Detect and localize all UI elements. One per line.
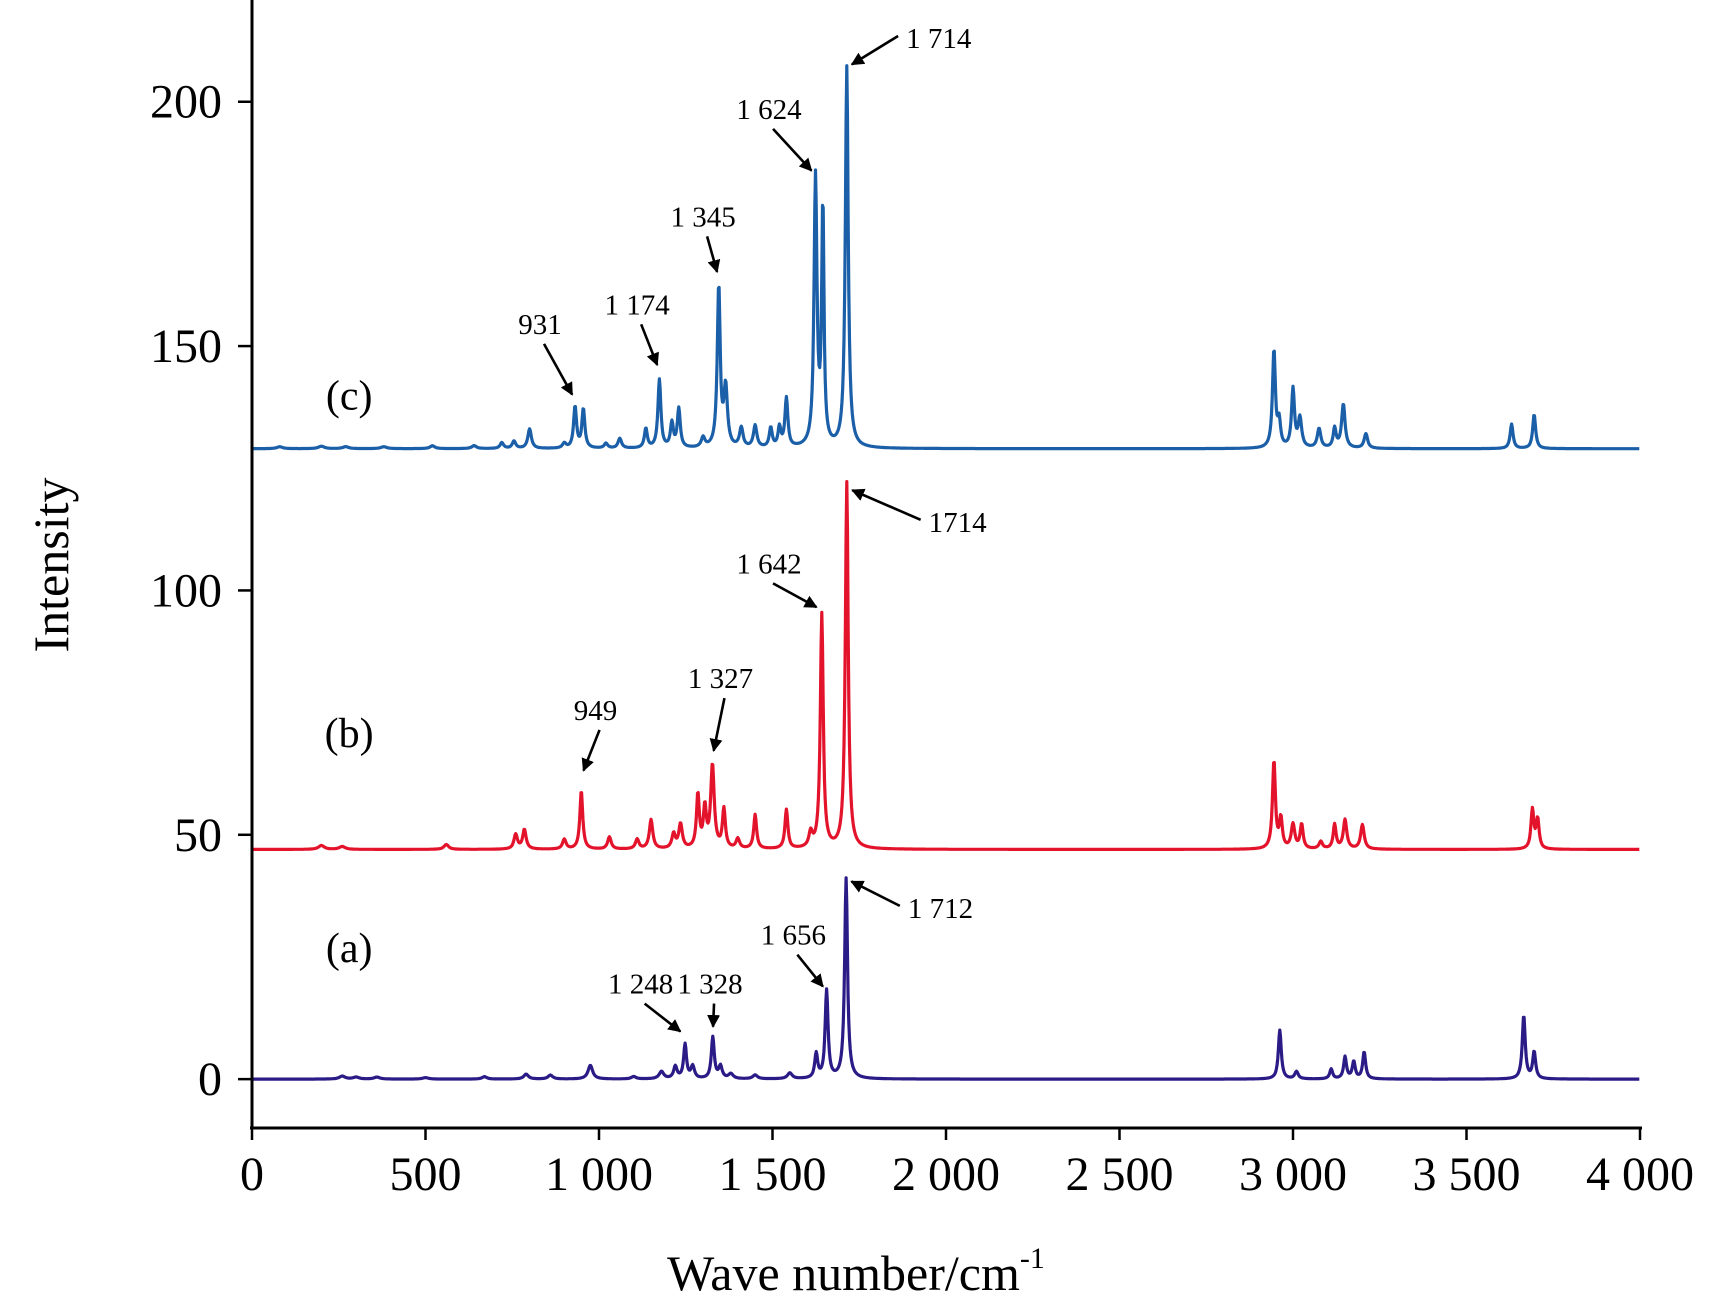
peak-arrow-4 [581, 729, 601, 772]
tick-layer: 0 500 1 000 1 500 2 000 2 500 3 000 3 500 4 000 0… [150, 76, 1694, 1201]
x-tick-label-2: 1 000 [545, 1148, 653, 1201]
series-line-0 [251, 876, 1641, 1081]
peak-arrow-0 [850, 880, 901, 908]
series-label-1: (b) [325, 711, 374, 757]
x-tick-label-4: 2 000 [892, 1148, 1000, 1201]
peak-label-4: 949 [574, 695, 618, 727]
peak-label-11: 1 624 [736, 94, 802, 126]
series-layer: (a) (b) (c) [251, 64, 1641, 1081]
series-line-1 [251, 480, 1641, 851]
peak-label-5: 1 327 [688, 663, 753, 695]
peak-label-7: 1714 [929, 507, 988, 539]
peak-arrow-5 [709, 697, 726, 752]
x-axis-title: Wave number/cm-1 [667, 1242, 1045, 1301]
peak-arrow-1 [796, 953, 824, 988]
peak-label-9: 1 174 [605, 289, 671, 321]
x-tick-label-5: 2 500 [1066, 1148, 1174, 1201]
peak-label-6: 1 642 [736, 548, 801, 580]
peak-arrow-8 [542, 343, 574, 396]
annotation-layer: 1 712 1 656 1 248 1 328 949 1 327 1 642 1714 931… [518, 23, 988, 1033]
y-tick-label-2: 100 [150, 564, 222, 617]
series-label-0: (a) [326, 926, 373, 972]
axes [250, 0, 1642, 1130]
peak-label-1: 1 656 [761, 920, 826, 952]
peak-arrow-7 [851, 488, 922, 521]
x-axis-title-main: Wave number/cm [667, 1245, 1020, 1301]
x-axis-title-superscript: -1 [1020, 1242, 1045, 1275]
peak-arrow-2 [643, 1002, 682, 1033]
x-tick-label-7: 3 500 [1413, 1148, 1521, 1201]
y-axis-title: Intensity [23, 478, 79, 653]
peak-label-8: 931 [518, 309, 562, 341]
peak-label-12: 1 714 [906, 23, 972, 55]
x-tick-label-1: 500 [390, 1148, 462, 1201]
peak-arrow-12 [850, 34, 899, 66]
peak-label-2: 1 248 [608, 969, 673, 1001]
x-tick-label-3: 1 500 [719, 1148, 827, 1201]
peak-arrow-3 [707, 1003, 721, 1029]
peak-arrow-6 [772, 582, 818, 609]
series-line-2 [251, 64, 1641, 451]
y-tick-label-0: 0 [198, 1053, 222, 1106]
series-label-2: (c) [326, 374, 373, 420]
peak-arrow-10 [705, 236, 721, 274]
y-tick-label-1: 50 [174, 809, 222, 862]
x-tick-label-8: 4 000 [1586, 1148, 1694, 1201]
peak-arrow-11 [772, 127, 813, 172]
x-tick-label-0: 0 [240, 1148, 264, 1201]
y-tick-label-4: 200 [150, 76, 222, 129]
peak-label-0: 1 712 [908, 893, 973, 925]
y-tick-label-3: 150 [150, 320, 222, 373]
x-tick-label-6: 3 000 [1239, 1148, 1347, 1201]
peak-label-3: 1 328 [677, 969, 742, 1001]
peak-arrow-9 [639, 323, 659, 367]
peak-label-10: 1 345 [670, 201, 735, 233]
